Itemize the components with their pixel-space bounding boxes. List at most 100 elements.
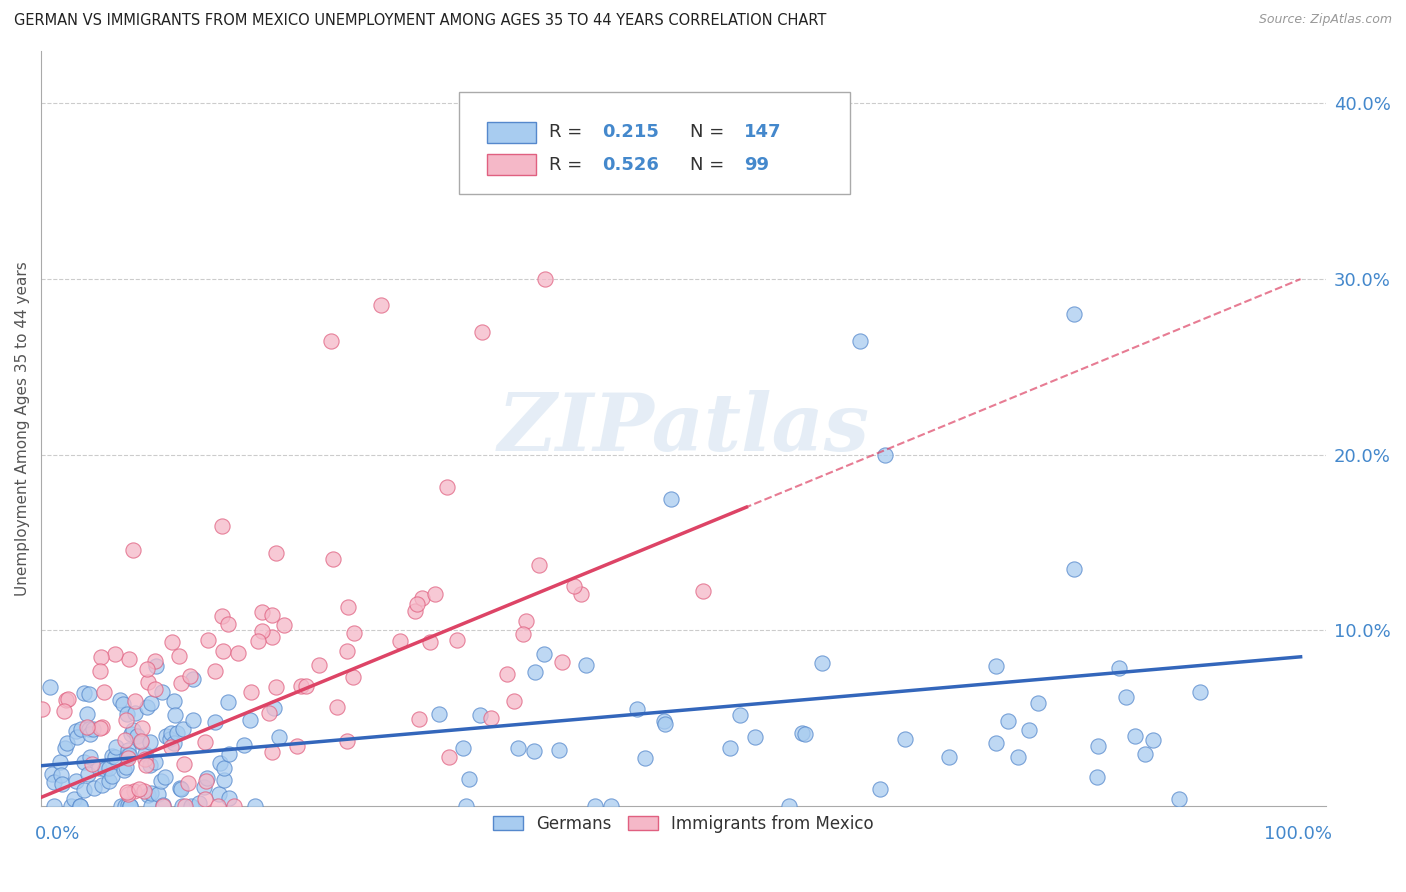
Immigrants from Mexico	[122, 783, 145, 797]
Germans	[44, 799, 66, 814]
Immigrants from Mexico	[211, 518, 233, 533]
Immigrants from Mexico	[527, 558, 550, 572]
Immigrants from Mexico	[247, 634, 270, 648]
Germans	[111, 697, 134, 711]
Germans	[121, 727, 143, 741]
Immigrants from Mexico	[370, 298, 392, 312]
Germans	[118, 747, 141, 762]
Immigrants from Mexico	[103, 647, 125, 661]
Immigrants from Mexico	[129, 734, 152, 748]
Immigrants from Mexico	[194, 773, 217, 788]
Immigrants from Mexico	[204, 665, 226, 679]
Immigrants from Mexico	[250, 624, 273, 638]
Immigrants from Mexico	[534, 272, 557, 286]
Immigrants from Mexico	[343, 626, 366, 640]
Germans	[1108, 661, 1130, 675]
Immigrants from Mexico	[260, 745, 283, 759]
Germans	[451, 740, 474, 755]
Germans	[984, 736, 1007, 750]
Germans	[94, 762, 117, 776]
Germans	[82, 722, 104, 736]
Germans	[1123, 729, 1146, 743]
Immigrants from Mexico	[471, 325, 494, 339]
Germans	[218, 791, 240, 805]
Germans	[150, 684, 173, 698]
Germans	[70, 722, 93, 736]
Immigrants from Mexico	[319, 334, 342, 348]
Germans	[169, 780, 191, 795]
Germans	[523, 665, 546, 680]
Immigrants from Mexico	[326, 699, 349, 714]
Germans	[143, 755, 166, 769]
Immigrants from Mexico	[496, 666, 519, 681]
Immigrants from Mexico	[273, 618, 295, 632]
Germans	[239, 713, 262, 727]
Text: GERMAN VS IMMIGRANTS FROM MEXICO UNEMPLOYMENT AMONG AGES 35 TO 44 YEARS CORRELAT: GERMAN VS IMMIGRANTS FROM MEXICO UNEMPLO…	[14, 13, 827, 29]
Germans	[1063, 562, 1085, 576]
Germans	[718, 741, 741, 756]
Immigrants from Mexico	[471, 176, 494, 190]
Germans	[849, 334, 872, 348]
Germans	[997, 714, 1019, 728]
Immigrants from Mexico	[264, 546, 287, 560]
Immigrants from Mexico	[52, 704, 75, 718]
Germans	[793, 727, 815, 741]
Germans	[195, 771, 218, 785]
Immigrants from Mexico	[569, 587, 592, 601]
Immigrants from Mexico	[562, 579, 585, 593]
Germans	[76, 706, 98, 721]
Germans	[212, 761, 235, 775]
Immigrants from Mexico	[342, 670, 364, 684]
FancyBboxPatch shape	[458, 92, 851, 194]
Germans	[56, 736, 79, 750]
Text: 147: 147	[744, 123, 782, 141]
Germans	[172, 722, 194, 736]
Germans	[90, 778, 112, 792]
Germans	[457, 772, 479, 786]
Germans	[120, 799, 142, 814]
Germans	[138, 789, 160, 803]
Germans	[77, 767, 100, 781]
Germans	[533, 648, 555, 662]
Germans	[170, 781, 193, 796]
Germans	[65, 724, 87, 739]
Germans	[98, 773, 121, 788]
Germans	[212, 772, 235, 787]
Germans	[53, 740, 76, 755]
Germans	[104, 750, 127, 764]
Germans	[159, 731, 181, 746]
Immigrants from Mexico	[128, 781, 150, 796]
Germans	[121, 723, 143, 737]
Germans	[873, 448, 896, 462]
Germans	[141, 786, 163, 800]
Germans	[163, 735, 186, 749]
Germans	[41, 766, 63, 780]
Germans	[652, 714, 675, 728]
Germans	[1018, 723, 1040, 737]
Germans	[232, 738, 254, 752]
Immigrants from Mexico	[411, 591, 433, 605]
Germans	[208, 756, 231, 770]
Immigrants from Mexico	[404, 604, 426, 618]
Text: 99: 99	[744, 156, 769, 174]
Immigrants from Mexico	[337, 599, 360, 614]
Germans	[139, 799, 162, 814]
Germans	[172, 799, 194, 814]
Immigrants from Mexico	[197, 632, 219, 647]
Germans	[77, 723, 100, 737]
Germans	[129, 735, 152, 749]
Germans	[108, 692, 131, 706]
Text: ZIPatlas: ZIPatlas	[498, 390, 869, 467]
Text: 0.526: 0.526	[603, 156, 659, 174]
Germans	[155, 730, 177, 744]
Immigrants from Mexico	[692, 584, 714, 599]
Text: 100.0%: 100.0%	[1264, 825, 1333, 843]
Germans	[986, 659, 1008, 673]
Germans	[165, 707, 187, 722]
Immigrants from Mexico	[173, 757, 195, 772]
Germans	[427, 707, 450, 722]
Germans	[114, 760, 136, 774]
Germans	[124, 706, 146, 720]
Germans	[66, 730, 89, 744]
Germans	[69, 799, 91, 814]
